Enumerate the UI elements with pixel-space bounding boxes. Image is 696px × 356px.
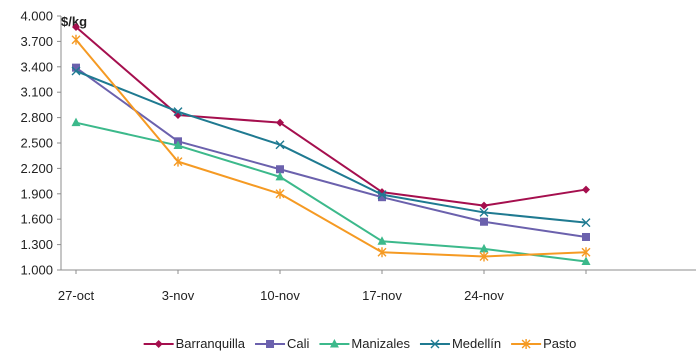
data-point-marker <box>377 236 387 245</box>
y-axis-unit-label: $/kg <box>61 14 87 29</box>
data-point-marker <box>582 232 590 241</box>
data-point-marker <box>72 23 80 32</box>
data-point-marker <box>173 140 183 150</box>
legend-label: Pasto <box>543 336 576 351</box>
data-point-marker <box>480 217 488 226</box>
data-point-marker <box>378 193 386 202</box>
legend-marker <box>521 339 531 349</box>
y-tick-label: 3.700 <box>20 34 53 49</box>
series-line <box>75 70 587 224</box>
data-point-marker <box>173 156 183 167</box>
legend-item-medell-n: Medellín <box>419 336 501 351</box>
data-point-marker <box>275 188 285 199</box>
legend-marker <box>154 340 163 348</box>
data-point-marker <box>581 256 591 266</box>
legend-item-cali: Cali <box>255 336 310 351</box>
y-axis-ticks: 1.000 1.300 1.600 1.900 2.200 2.500 2.800 3.100… <box>20 9 61 278</box>
x-tick-label: 24-nov <box>464 288 504 303</box>
y-tick-label: 4.000 <box>20 9 53 24</box>
x-tick-label: 27-oct <box>58 288 95 303</box>
data-point-marker <box>480 201 488 210</box>
series-pasto <box>71 34 591 262</box>
series-line <box>75 26 587 207</box>
data-point-marker <box>72 63 80 72</box>
legend: Barranquilla Cali Manizales Medellín Pasto <box>143 336 576 351</box>
series-manizales <box>71 117 591 266</box>
legend-label: Medellín <box>452 336 501 351</box>
legend-label: Cali <box>287 336 310 351</box>
data-point-marker <box>173 107 183 117</box>
legend-label: Manizales <box>351 336 410 351</box>
legend-marker <box>329 339 339 348</box>
data-point-marker <box>581 247 591 258</box>
data-point-marker <box>71 34 81 45</box>
series-line <box>75 39 587 258</box>
y-tick-label: 1.000 <box>20 263 53 278</box>
data-point-marker <box>71 66 81 76</box>
data-point-marker <box>479 243 489 253</box>
y-tick-label: 2.500 <box>20 136 53 151</box>
legend-label: Barranquilla <box>176 336 246 351</box>
legend-marker <box>266 340 275 348</box>
x-tick-label: 3-nov <box>162 288 195 303</box>
data-point-marker <box>479 251 489 262</box>
y-tick-label: 3.400 <box>20 59 53 74</box>
series-barranquilla <box>72 23 590 210</box>
y-tick-label: 1.600 <box>20 212 53 227</box>
data-point-marker <box>479 207 489 217</box>
data-point-marker <box>377 190 387 200</box>
x-tick-label: 17-nov <box>362 288 402 303</box>
data-point-marker <box>581 218 591 228</box>
data-point-marker <box>71 117 81 127</box>
y-tick-label: 1.900 <box>20 186 53 201</box>
legend-item-barranquilla: Barranquilla <box>143 336 246 351</box>
data-point-marker <box>377 247 387 258</box>
x-tick-label: 10-nov <box>260 288 300 303</box>
data-point-marker <box>582 185 590 194</box>
y-tick-label: 2.200 <box>20 161 53 176</box>
x-axis-ticks: 27-oct 3-nov 10-nov 17-nov 24-nov <box>58 270 587 303</box>
data-point-marker <box>275 171 285 181</box>
legend-marker <box>430 339 440 349</box>
series-medell-n <box>71 66 591 228</box>
legend-item-pasto: Pasto <box>511 336 576 351</box>
series-line <box>75 66 587 238</box>
y-tick-label: 2.800 <box>20 110 53 125</box>
series-line <box>75 121 587 263</box>
data-point-marker <box>275 140 285 150</box>
legend-item-manizales: Manizales <box>319 336 410 351</box>
y-tick-label: 3.100 <box>20 85 53 100</box>
series-layer <box>71 23 591 266</box>
data-point-marker <box>276 118 284 127</box>
data-point-marker <box>276 165 284 174</box>
y-tick-label: 1.300 <box>20 237 53 252</box>
